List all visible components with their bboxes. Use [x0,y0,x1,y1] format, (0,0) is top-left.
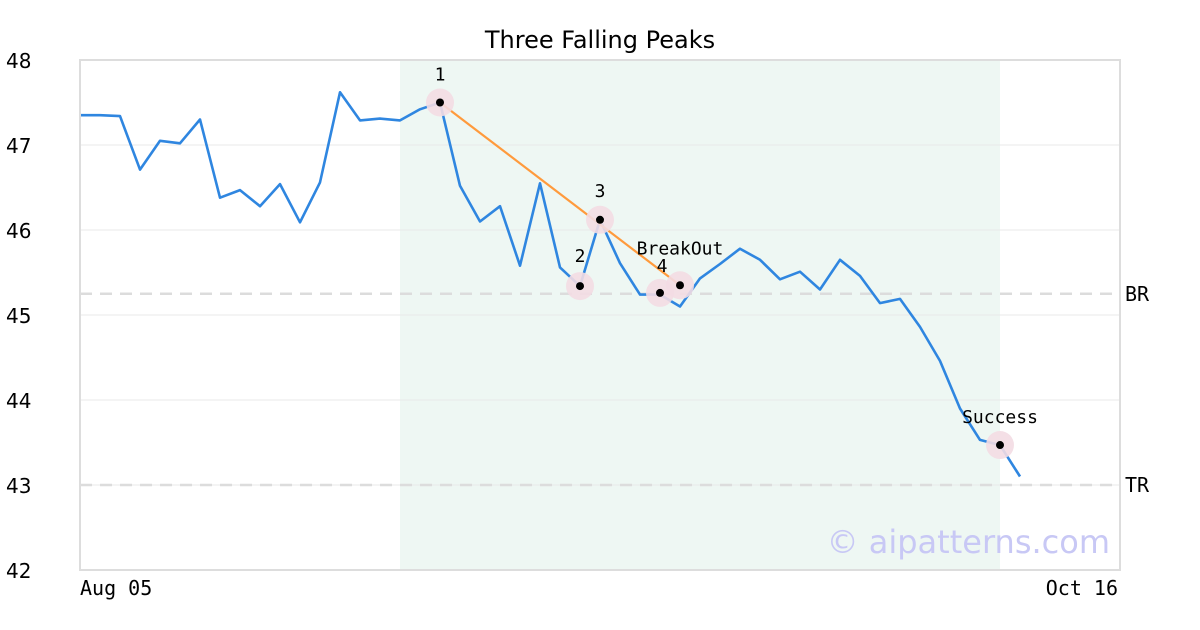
marker-label: 4 [657,256,668,277]
marker-point [596,215,604,224]
watermark: © aipatterns.com [827,523,1110,561]
reference-line-label: BR [1125,282,1150,306]
marker-point [576,282,584,291]
y-tick-label: 45 [6,304,31,328]
marker-label: BreakOut [637,238,724,259]
y-tick-label: 42 [6,559,31,583]
marker-point [656,288,664,297]
reference-lines: BR TR [80,282,1150,497]
marker-label: Success [962,407,1038,428]
marker-point [436,98,444,107]
trendline [439,101,681,287]
reference-line-label: TR [1125,473,1150,497]
y-tick-label: 46 [6,219,31,243]
marker-label: 1 [435,65,446,86]
plot-frame [79,59,1121,571]
y-tick-label: 47 [6,134,31,158]
marker-point [676,281,684,290]
chart-title: Three Falling Peaks [484,26,715,54]
price-series-line [80,91,1022,478]
y-tick-label: 43 [6,474,31,498]
marker-point [996,441,1004,450]
marker-label: 3 [595,181,606,202]
x-axis-ticks: Aug 05 Oct 16 [80,576,1118,600]
y-tick-label: 48 [6,49,31,73]
marker-label: 2 [575,246,586,267]
y-tick-label: 44 [6,389,31,413]
x-tick-label: Aug 05 [80,576,152,600]
x-tick-label: Oct 16 [1046,576,1118,600]
y-axis-ticks: 42 43 44 45 46 47 48 [6,49,31,583]
